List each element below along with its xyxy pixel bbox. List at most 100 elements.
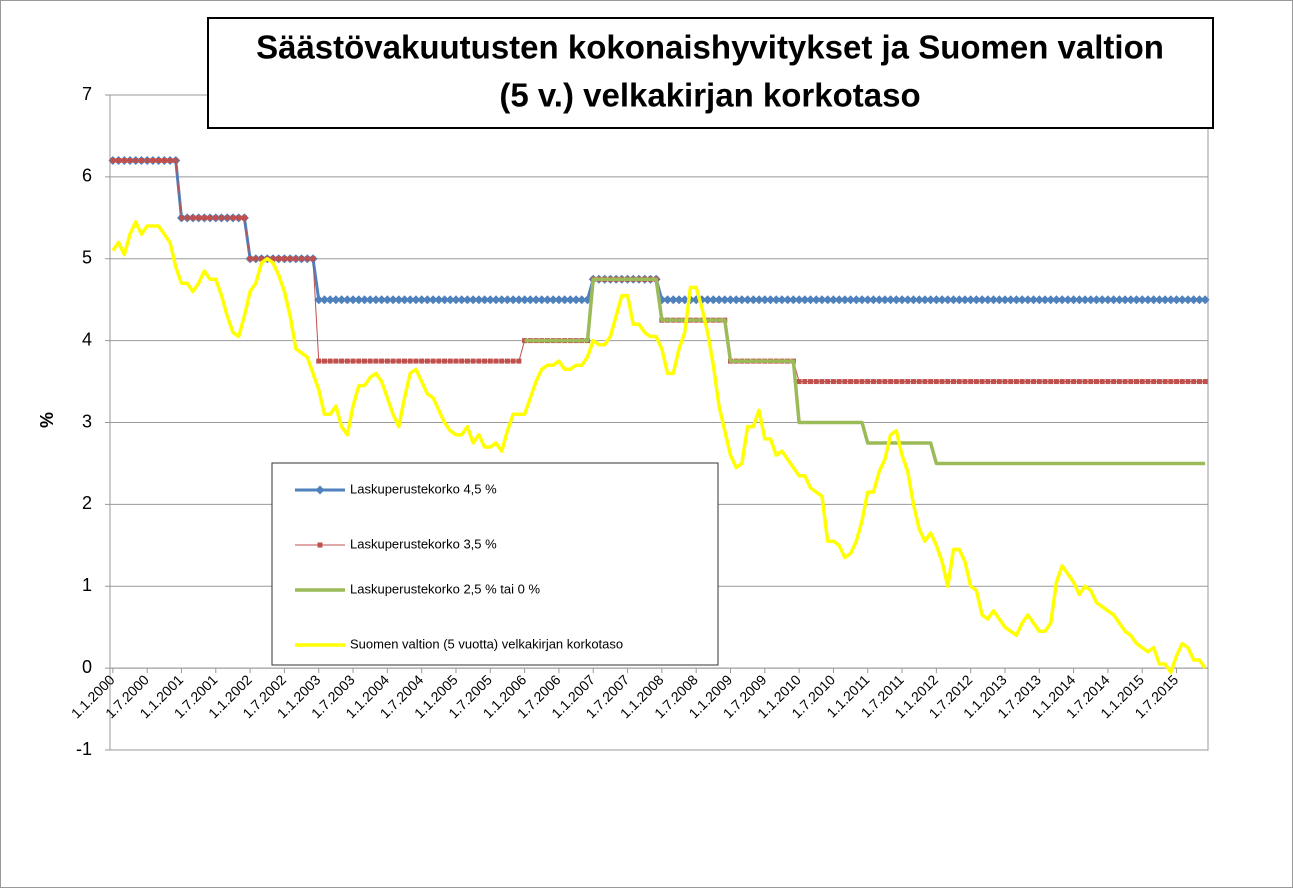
marker [508, 295, 518, 305]
marker [1172, 295, 1182, 305]
marker [514, 295, 524, 305]
marker [783, 295, 793, 305]
chart-title: Säästövakuutusten kokonaishyvitykset ja … [256, 29, 1164, 66]
marker [224, 215, 230, 221]
marker [1183, 295, 1193, 305]
marker [333, 358, 339, 364]
marker [1151, 379, 1157, 385]
y-tick-label: 7 [82, 84, 92, 104]
marker [405, 295, 415, 305]
marker [1029, 295, 1039, 305]
marker [400, 295, 410, 305]
marker [531, 295, 541, 305]
marker [196, 215, 202, 221]
marker [874, 295, 884, 305]
y-tick-label: 2 [82, 493, 92, 513]
marker [485, 295, 495, 305]
marker [853, 379, 859, 385]
marker [840, 295, 850, 305]
marker [548, 295, 558, 305]
marker [1154, 295, 1164, 305]
marker [1000, 295, 1010, 305]
marker [977, 295, 987, 305]
marker [1174, 379, 1180, 385]
marker [908, 295, 918, 305]
marker [419, 358, 425, 364]
marker [436, 358, 442, 364]
marker [823, 295, 833, 305]
marker [800, 295, 810, 305]
marker [1080, 295, 1090, 305]
marker [951, 379, 957, 385]
marker [703, 295, 713, 305]
marker [968, 379, 974, 385]
marker [973, 379, 979, 385]
marker [933, 379, 939, 385]
marker [819, 379, 825, 385]
marker [1076, 379, 1082, 385]
marker [868, 295, 878, 305]
marker [276, 256, 282, 262]
marker [184, 215, 190, 221]
marker [344, 358, 350, 364]
marker [910, 379, 916, 385]
marker [516, 358, 522, 364]
marker [1057, 295, 1067, 305]
marker [127, 158, 133, 163]
marker [663, 295, 673, 305]
marker [1088, 379, 1094, 385]
marker [390, 358, 396, 364]
marker [811, 295, 821, 305]
marker [350, 358, 356, 364]
marker [859, 379, 865, 385]
marker [453, 358, 459, 364]
marker [402, 358, 408, 364]
marker [1036, 379, 1042, 385]
marker [893, 379, 899, 385]
marker [525, 295, 535, 305]
marker [748, 295, 758, 305]
marker [428, 295, 438, 305]
marker [949, 295, 959, 305]
marker [931, 295, 941, 305]
marker [876, 379, 882, 385]
marker [396, 358, 402, 364]
marker [462, 295, 472, 305]
marker [1019, 379, 1025, 385]
marker [522, 338, 528, 344]
legend-label: Suomen valtion (5 vuotta) velkakirjan ko… [350, 636, 623, 651]
marker [480, 295, 490, 305]
marker [842, 379, 848, 385]
marker [754, 295, 764, 305]
marker [825, 379, 831, 385]
plot [108, 156, 1210, 674]
marker [794, 295, 804, 305]
marker [424, 358, 430, 364]
marker [905, 379, 911, 385]
marker [1122, 379, 1128, 385]
marker [1082, 379, 1088, 385]
marker [1194, 295, 1204, 305]
marker [371, 295, 381, 305]
marker [434, 295, 444, 305]
marker [451, 295, 461, 305]
marker [442, 358, 448, 364]
marker [571, 295, 581, 305]
marker [1023, 295, 1033, 305]
marker [920, 295, 930, 305]
marker [394, 295, 404, 305]
chart-title: (5 v.) velkakirjan korkotaso [499, 77, 920, 114]
marker [520, 295, 530, 305]
marker [1189, 295, 1199, 305]
marker [457, 295, 467, 305]
marker [314, 295, 324, 305]
marker [482, 358, 488, 364]
marker [1097, 295, 1107, 305]
marker [914, 295, 924, 305]
marker [133, 158, 139, 163]
marker [882, 379, 888, 385]
marker [236, 215, 242, 221]
marker [1091, 295, 1101, 305]
marker [361, 358, 367, 364]
